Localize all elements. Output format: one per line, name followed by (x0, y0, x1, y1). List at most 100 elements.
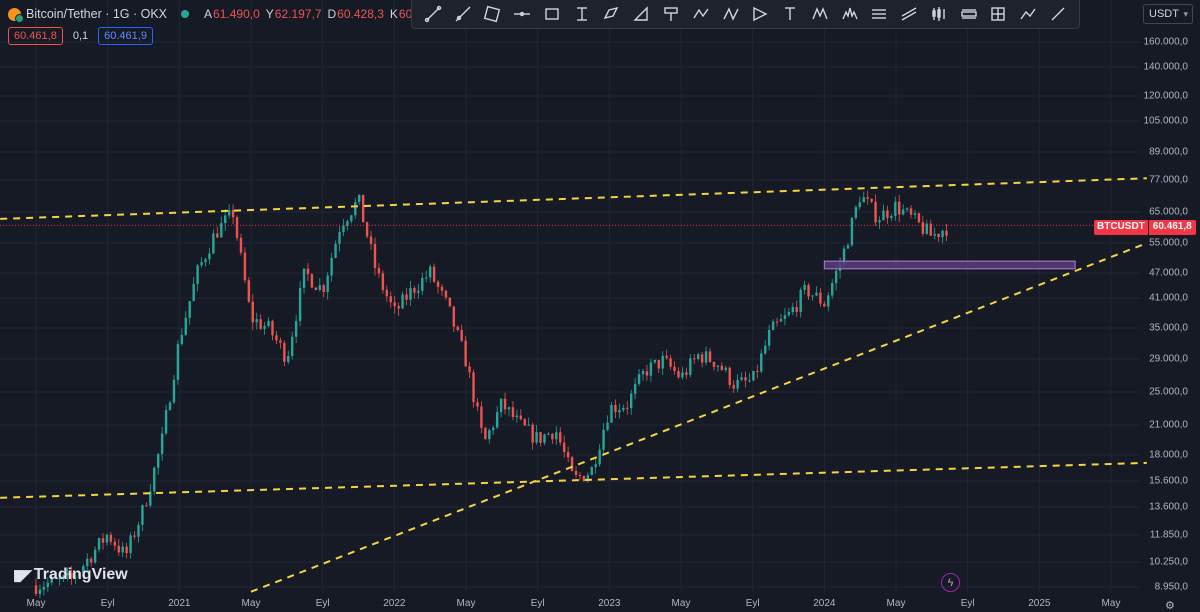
range-icon[interactable] (868, 3, 890, 25)
vertical-text-icon[interactable] (571, 3, 593, 25)
candle-body (354, 201, 357, 216)
candle-body (365, 222, 369, 237)
candle-body (925, 223, 929, 234)
symbol-title[interactable]: Bitcoin/Tether · 1G · OKX (26, 7, 168, 21)
candle-body (417, 290, 420, 293)
candle-body (665, 355, 668, 359)
polyline-icon[interactable] (720, 3, 742, 25)
head-shoulders-icon[interactable] (839, 3, 861, 25)
grid-icon[interactable] (987, 3, 1009, 25)
candle-body (287, 356, 290, 362)
buy-button[interactable]: 60.461,9 (98, 27, 153, 45)
candle-body (862, 197, 865, 203)
triangle-icon[interactable] (630, 3, 652, 25)
candle-body (46, 582, 50, 587)
text-icon[interactable] (779, 3, 801, 25)
line-chart-icon[interactable] (1017, 3, 1039, 25)
candle-body (645, 371, 649, 376)
ohlc-high-label: Y (265, 7, 274, 21)
arrow-icon[interactable] (749, 3, 771, 25)
candle-body (369, 236, 373, 244)
ray-icon[interactable] (452, 3, 474, 25)
ohlc-open-label: A (204, 7, 213, 21)
candle-body (921, 222, 925, 234)
support-zone (823, 260, 1076, 270)
candle-body (283, 342, 286, 362)
candle-body (697, 354, 700, 359)
candle-body (535, 432, 538, 443)
candle-body (342, 225, 345, 233)
candle-body (890, 215, 893, 219)
candle-body (626, 407, 629, 409)
price-tick-label: 89.000,0 (1149, 146, 1188, 158)
candle-body (326, 275, 329, 293)
time-tick-label: Eyl (315, 598, 330, 609)
candle-body (909, 208, 913, 215)
candle-body (854, 207, 858, 218)
symbol-header[interactable]: Bitcoin/Tether · 1G · OKX A 61.490,0 Y 62.… (8, 5, 436, 23)
candle-body (109, 534, 113, 542)
candle-body (673, 366, 676, 371)
candle-body (945, 230, 948, 236)
candle-body (495, 412, 499, 428)
candle-body (397, 306, 400, 309)
candle-body (633, 383, 637, 394)
trend-line-icon[interactable] (422, 3, 444, 25)
candle-body (302, 268, 306, 288)
candle-body (413, 287, 416, 293)
candle-body (464, 340, 467, 367)
candle-body (137, 524, 140, 537)
candle-body (941, 230, 944, 238)
candle-body (657, 359, 660, 369)
candle-body (712, 361, 716, 367)
candle-body (724, 367, 727, 371)
parallelogram-icon[interactable] (600, 3, 622, 25)
candle-body (208, 253, 211, 260)
candle-body (160, 433, 164, 455)
candle-body (62, 575, 65, 579)
sell-button[interactable]: 60.461,8 (8, 27, 63, 45)
candle-body (66, 572, 69, 576)
candle-body (720, 365, 724, 371)
ruler-icon[interactable] (1047, 3, 1069, 25)
marker-icon[interactable] (660, 3, 682, 25)
candle-body (350, 215, 353, 222)
candle-body (827, 295, 830, 307)
candle-body (736, 379, 739, 389)
candle-body (685, 372, 688, 375)
xabcd-pattern-icon[interactable] (809, 3, 831, 25)
candle-body (452, 306, 456, 327)
path-icon[interactable] (690, 3, 712, 25)
candle-body (791, 307, 794, 312)
candle-body (898, 201, 901, 215)
candle-body (815, 292, 818, 296)
flash-icon[interactable]: ϟ (941, 573, 960, 592)
candle-body (732, 384, 735, 389)
time-tick-label: May (671, 598, 691, 609)
channel-icon[interactable] (481, 3, 503, 25)
candle-body (894, 201, 897, 216)
candle-body (519, 415, 523, 420)
currency-select[interactable]: USDT (1143, 4, 1193, 24)
candle-body (460, 329, 463, 341)
candles-icon[interactable] (928, 3, 950, 25)
rectangle-icon[interactable] (541, 3, 563, 25)
candle-body (834, 270, 838, 284)
fib-channel-icon[interactable] (898, 3, 920, 25)
candle-body (653, 359, 657, 363)
long-short-icon[interactable] (958, 3, 980, 25)
settings-gear-icon[interactable]: ⚙ (1165, 600, 1175, 612)
candle-body (247, 280, 251, 302)
candle-body (901, 209, 905, 215)
candle-body (752, 370, 755, 381)
last-price-tag: BTCUSDT 60.461,8 (1094, 220, 1196, 235)
tradingview-logo[interactable]: ▮◤ TradingView (13, 566, 128, 584)
time-tick-label: Eyl (745, 598, 760, 609)
time-tick-label: Eyl (530, 598, 545, 609)
candle-body (310, 274, 314, 288)
candle-body (149, 491, 152, 506)
candle-body (176, 343, 180, 380)
horizontal-line-icon[interactable] (511, 3, 533, 25)
candle-body (811, 295, 814, 297)
